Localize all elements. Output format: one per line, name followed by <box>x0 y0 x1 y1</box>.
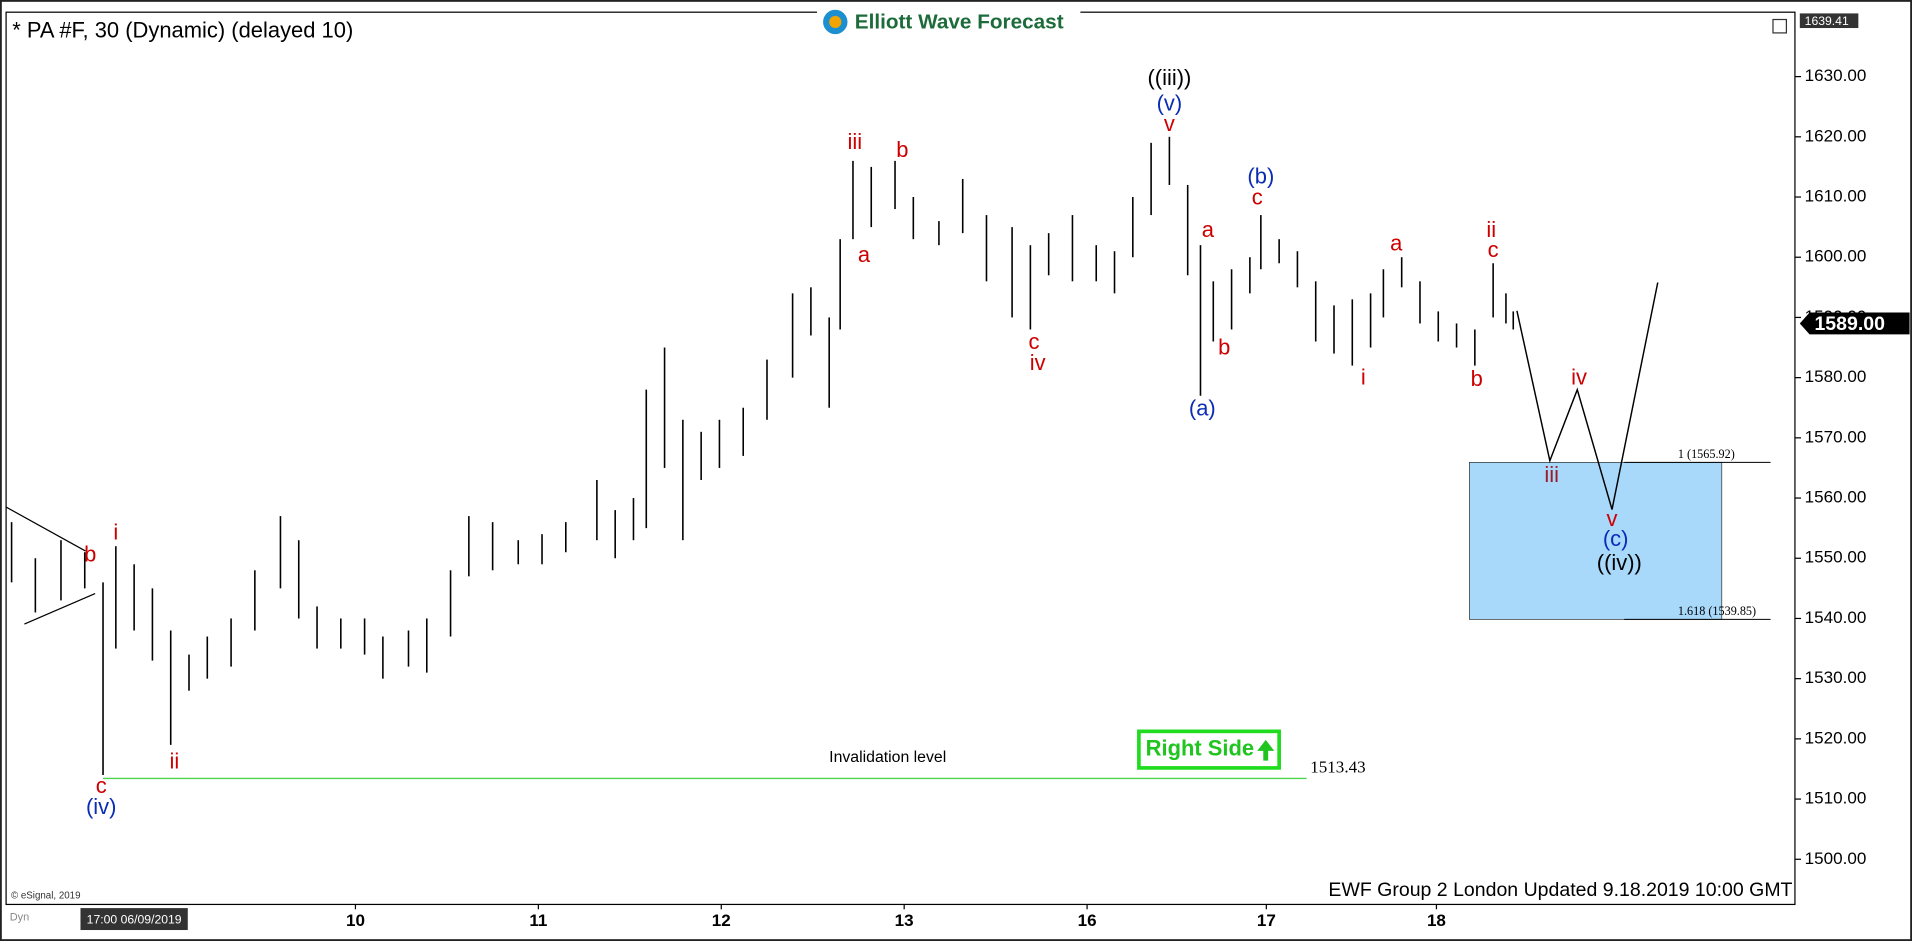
wave-label: iv <box>1030 350 1046 375</box>
last-price-box <box>1799 312 1910 335</box>
wave-label: a <box>1390 230 1403 255</box>
x-tick-label: 18 <box>1427 911 1446 930</box>
y-tick-label: 1600.00 <box>1805 247 1867 266</box>
logo-box <box>816 4 1081 40</box>
target-label: 1 (1565.92) <box>1678 447 1735 461</box>
y-tick-label: 1550.00 <box>1805 548 1867 567</box>
x-tick-label: 16 <box>1078 911 1097 930</box>
wedge-line <box>24 593 96 625</box>
y-tick-label: 1500.00 <box>1805 849 1867 868</box>
wave-label: c <box>96 773 107 798</box>
wave-label: (a) <box>1189 395 1216 420</box>
badge-text: Right Side <box>1146 735 1254 760</box>
badge-box <box>1137 729 1281 770</box>
x-tick-label: 17 <box>1257 911 1276 930</box>
invalidation-label: Invalidation level <box>829 749 946 766</box>
wave-label: b <box>1471 366 1483 391</box>
wave-label: i <box>113 519 118 544</box>
wave-label: iii <box>847 129 862 154</box>
wave-label: (c) <box>1603 526 1629 551</box>
wave-label: a <box>858 242 871 267</box>
footer: EWF Group 2 London Updated 9.18.2019 10:… <box>1328 879 1792 901</box>
y-tick-label: 1570.00 <box>1805 427 1867 446</box>
x-tick-label: 10 <box>346 911 365 930</box>
start-label-box <box>80 908 188 931</box>
projection-path <box>1516 282 1659 510</box>
wave-label: b <box>1218 335 1230 360</box>
top-price-box <box>1799 13 1859 29</box>
last-price-label: 1589.00 <box>1814 313 1885 335</box>
wave-label: iii <box>1544 462 1559 487</box>
wave-label: ((iii)) <box>1147 65 1191 90</box>
y-tick-label: 1610.00 <box>1805 187 1867 206</box>
logo-text: Elliott Wave Forecast <box>855 11 1064 34</box>
wave-label: b <box>84 542 96 567</box>
wave-label: c <box>1029 329 1040 354</box>
y-tick-label: 1630.00 <box>1805 66 1867 85</box>
wave-label: a <box>1202 217 1215 242</box>
copyright: © eSignal, 2019 <box>11 890 81 901</box>
wave-label: v <box>1164 111 1175 136</box>
wave-label: ii <box>1486 217 1496 242</box>
y-tick-label: 1510.00 <box>1805 789 1867 808</box>
target-label: 1.618 (1539.85) <box>1678 604 1756 618</box>
y-tick-label: 1520.00 <box>1805 728 1867 747</box>
wave-label: (iv) <box>86 794 116 819</box>
start-label: 17:00 06/09/2019 <box>87 912 182 926</box>
corner-label: Dyn <box>10 912 30 924</box>
x-tick-label: 12 <box>712 911 731 930</box>
badge-arrow <box>1257 739 1275 761</box>
wave-label: iv <box>1571 365 1587 390</box>
window-icon <box>1772 18 1788 34</box>
x-tick-label: 11 <box>529 911 547 930</box>
logo-icon <box>829 15 842 29</box>
invalidation-value: 1513.43 <box>1310 758 1365 777</box>
wave-label: b <box>896 137 908 162</box>
chart-title: * PA #F, 30 (Dynamic) (delayed 10) <box>12 17 353 42</box>
x-tick-label: 13 <box>895 911 914 930</box>
y-tick-label: 1580.00 <box>1805 367 1867 386</box>
plot-layer: 1 (1565.92) 1.618 (1539.85) Invalidation l… <box>10 65 1771 819</box>
wave-label: c <box>1252 185 1263 210</box>
wave-label: v <box>1607 506 1618 531</box>
y-tick-label: 1560.00 <box>1805 488 1867 507</box>
wave-label: c <box>1488 237 1499 262</box>
y-tick-label: 1530.00 <box>1805 668 1867 687</box>
wave-label: ii <box>169 749 179 774</box>
wave-label: (b) <box>1247 164 1274 189</box>
wave-label: (v) <box>1157 91 1183 116</box>
wave-label: ((iv)) <box>1597 550 1642 575</box>
top-price-label: 1639.41 <box>1805 14 1849 28</box>
target-zone <box>1468 462 1723 620</box>
wedge-line <box>5 506 86 552</box>
y-tick-label: 1540.00 <box>1805 608 1867 627</box>
wave-label: i <box>1361 365 1366 390</box>
y-tick-label: 1620.00 <box>1805 126 1867 145</box>
